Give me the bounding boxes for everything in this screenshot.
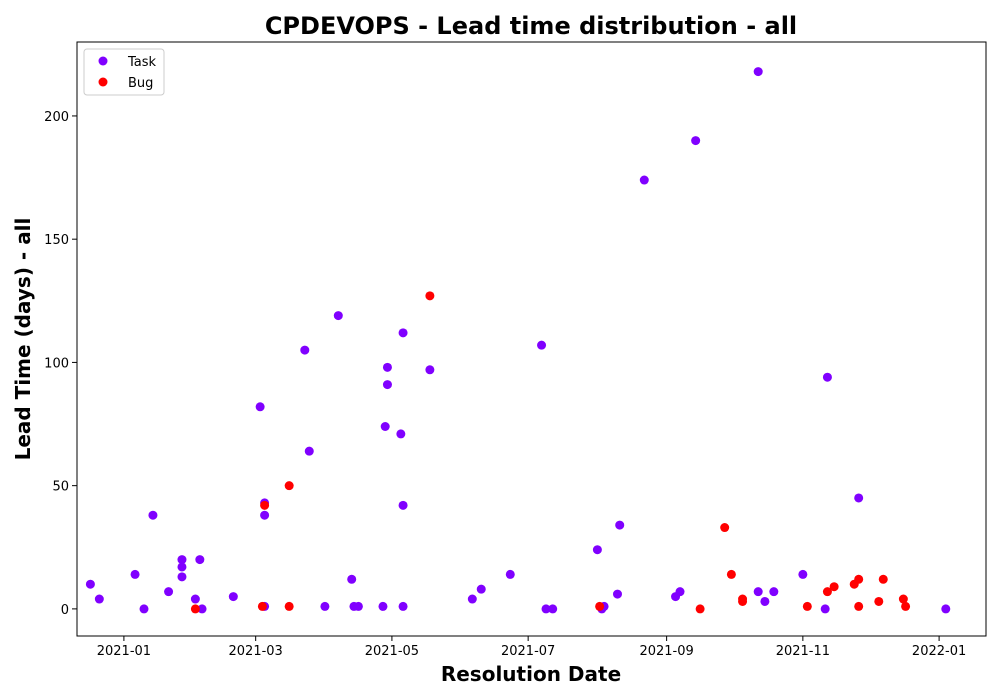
data-point-task	[425, 365, 435, 375]
data-point-bug	[726, 569, 736, 579]
data-point-task	[639, 175, 649, 185]
data-point-task	[548, 604, 558, 614]
data-point-task	[195, 555, 205, 565]
legend-label-bug: Bug	[128, 76, 153, 91]
data-point-bug	[802, 601, 812, 611]
data-point-bug	[738, 596, 748, 606]
data-point-task	[177, 572, 187, 582]
data-point-task	[382, 362, 392, 372]
x-axis-label: Resolution Date	[441, 662, 621, 686]
x-tick-label: 2021-07	[501, 644, 555, 659]
series-task	[85, 67, 951, 614]
data-point-task	[854, 493, 864, 503]
data-point-task	[380, 421, 390, 431]
data-point-bug	[257, 601, 267, 611]
x-tick-label: 2021-01	[97, 644, 151, 659]
data-point-task	[537, 340, 547, 350]
data-point-task	[760, 596, 770, 606]
data-point-task	[822, 372, 832, 382]
data-point-task	[691, 136, 701, 146]
data-point-bug	[898, 594, 908, 604]
data-point-task	[85, 579, 95, 589]
data-point-bug	[822, 587, 832, 597]
data-point-task	[378, 601, 388, 611]
data-point-task	[304, 446, 314, 456]
data-point-task	[398, 500, 408, 510]
data-point-task	[148, 510, 158, 520]
data-point-task	[398, 601, 408, 611]
data-point-bug	[595, 601, 605, 611]
data-point-task	[228, 592, 238, 602]
data-point-task	[190, 594, 200, 604]
series-bug	[190, 291, 911, 614]
data-point-task	[347, 574, 357, 584]
data-point-task	[769, 587, 779, 597]
data-point-task	[798, 569, 808, 579]
data-point-bug	[829, 582, 839, 592]
data-point-task	[130, 569, 140, 579]
data-point-task	[467, 594, 477, 604]
legend: Task Bug	[83, 48, 165, 96]
data-point-bug	[854, 574, 864, 584]
data-point-task	[177, 555, 187, 565]
data-point-bug	[878, 574, 888, 584]
data-point-task	[753, 587, 763, 597]
data-point-task	[675, 587, 685, 597]
data-point-task	[260, 510, 270, 520]
data-point-bug	[260, 500, 270, 510]
data-point-task	[476, 584, 486, 594]
x-tick-label: 2021-03	[229, 644, 283, 659]
data-point-bug	[425, 291, 435, 301]
data-point-bug	[901, 601, 911, 611]
data-point-task	[255, 402, 265, 412]
data-point-bug	[854, 601, 864, 611]
y-axis-label: Lead Time (days) - all	[11, 218, 35, 461]
legend-label-task: Task	[127, 55, 157, 70]
data-point-task	[615, 520, 625, 530]
data-point-task	[612, 589, 622, 599]
data-point-bug	[720, 523, 730, 533]
x-tick-label: 2021-11	[776, 644, 830, 659]
legend-marker-task	[98, 56, 108, 66]
data-point-task	[164, 587, 174, 597]
y-tick-label: 0	[61, 603, 69, 618]
data-point-bug	[874, 596, 884, 606]
data-point-task	[197, 604, 207, 614]
plot-frame	[76, 41, 987, 637]
data-point-task	[541, 604, 551, 614]
data-point-bug	[284, 481, 294, 491]
data-point-task	[333, 311, 343, 321]
data-point-task	[382, 380, 392, 390]
y-tick-label: 200	[44, 110, 69, 125]
data-point-task	[300, 345, 310, 355]
data-point-task	[398, 328, 408, 338]
data-point-bug	[284, 601, 294, 611]
x-tick-label: 2021-05	[365, 644, 419, 659]
data-point-task	[396, 429, 406, 439]
data-point-task	[753, 67, 763, 77]
data-point-task	[505, 569, 515, 579]
data-point-task	[592, 545, 602, 555]
y-tick-label: 100	[44, 356, 69, 371]
data-point-task	[94, 594, 104, 604]
data-point-bug	[695, 604, 705, 614]
x-tick-label: 2021-09	[639, 644, 693, 659]
chart-title: CPDEVOPS - Lead time distribution - all	[265, 12, 797, 40]
plot-area: 2021-01 2021-03 2021-05 2021-07 2021-09 2021-…	[44, 41, 987, 659]
data-point-task	[820, 604, 830, 614]
data-point-task	[941, 604, 951, 614]
y-tick-label: 50	[52, 480, 69, 495]
data-point-task	[139, 604, 149, 614]
data-point-task	[177, 562, 187, 572]
legend-marker-bug	[98, 77, 108, 87]
data-point-task	[353, 601, 363, 611]
x-tick-label: 2022-01	[912, 644, 966, 659]
y-tick-label: 150	[44, 233, 69, 248]
data-point-bug	[190, 604, 200, 614]
data-point-task	[320, 601, 330, 611]
